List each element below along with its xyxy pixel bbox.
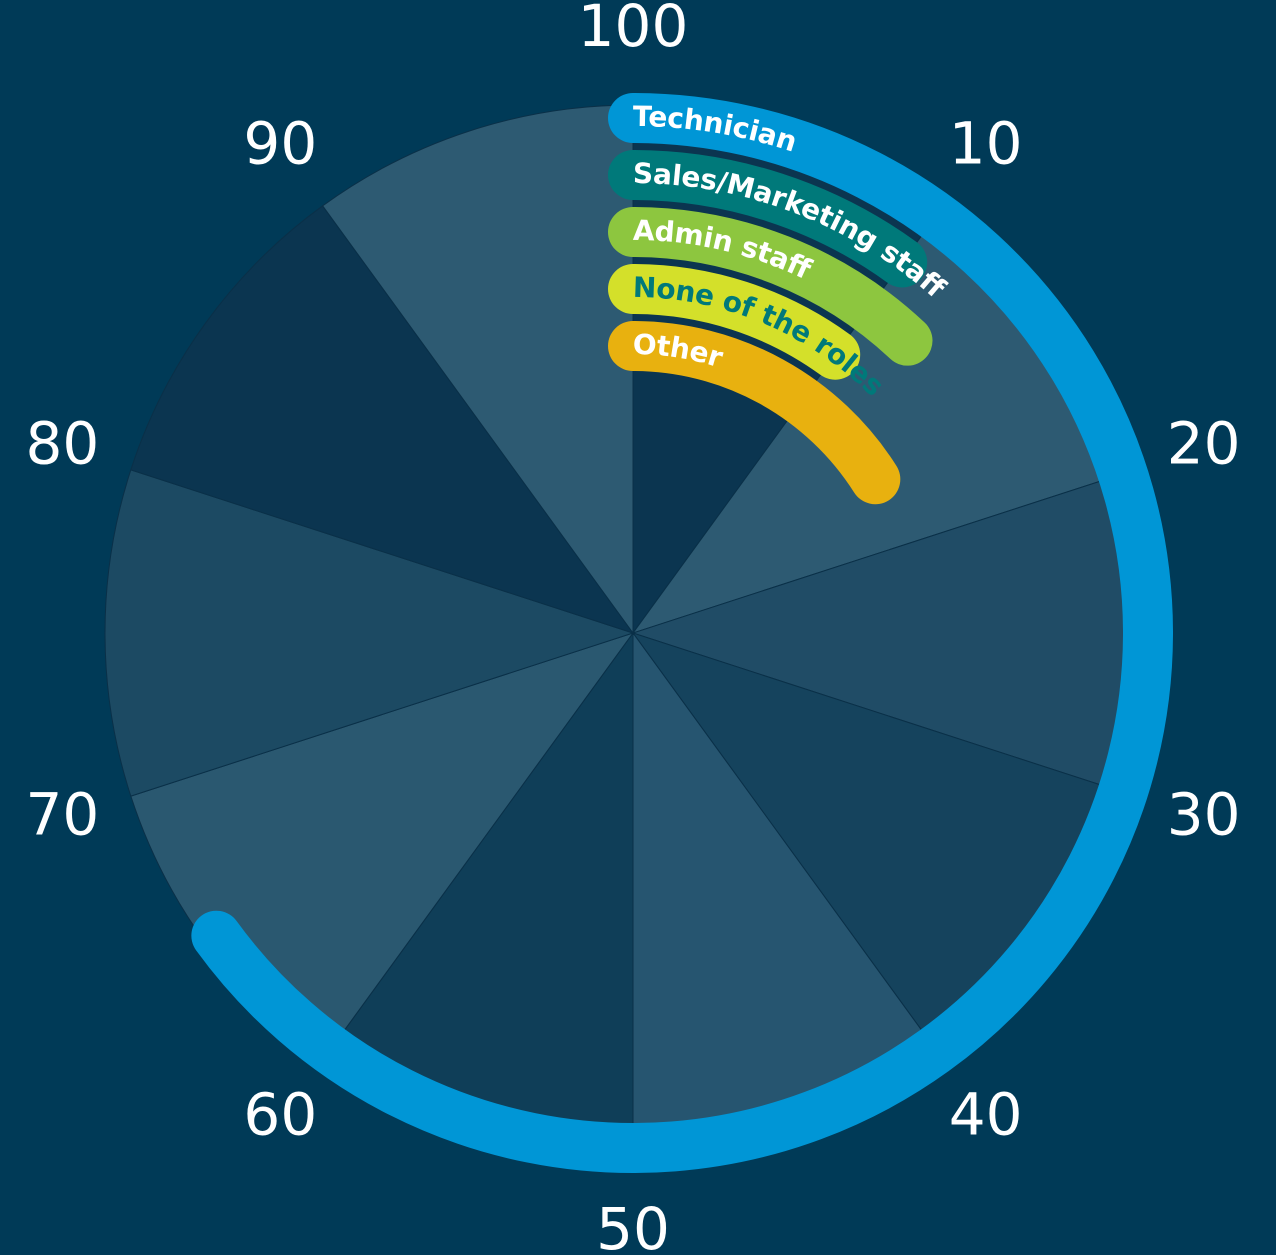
tick-label: 100	[578, 0, 689, 60]
bar	[608, 264, 861, 380]
tick-label: 60	[243, 1081, 317, 1149]
grid-wedge	[130, 205, 635, 634]
tick-label: 30	[1167, 781, 1241, 849]
tick-label: 50	[596, 1195, 670, 1255]
bar	[608, 207, 933, 366]
bar	[608, 321, 901, 505]
bar	[191, 93, 1173, 1173]
tick-label: 70	[25, 781, 99, 849]
tick-label: 90	[243, 110, 317, 178]
tick-label: 80	[25, 410, 99, 478]
tick-label: 40	[949, 1081, 1023, 1149]
tick-label: 10	[949, 110, 1023, 178]
tick-label: 20	[1167, 410, 1241, 478]
grid-wedge	[104, 469, 635, 797]
bar	[608, 150, 928, 288]
grid-wedge	[321, 104, 634, 635]
